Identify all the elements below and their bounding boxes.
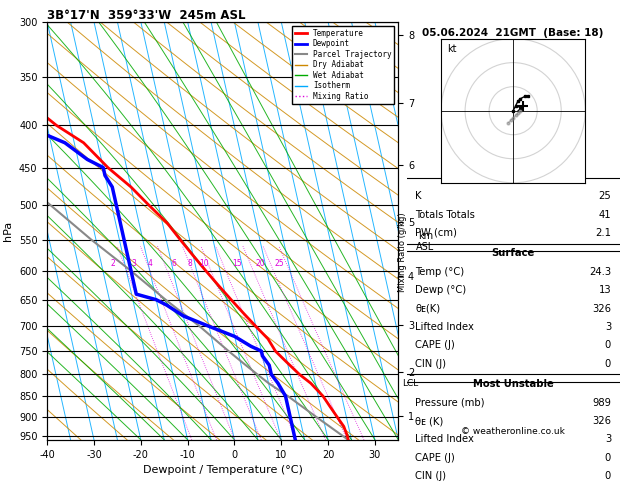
Text: CAPE (J): CAPE (J) xyxy=(415,453,455,463)
Text: 326: 326 xyxy=(592,416,611,426)
Text: Lifted Index: Lifted Index xyxy=(415,434,474,444)
Text: 15: 15 xyxy=(232,259,242,268)
Text: 3B°17'N  359°33'W  245m ASL: 3B°17'N 359°33'W 245m ASL xyxy=(47,9,246,22)
Text: 25: 25 xyxy=(274,259,284,268)
Text: 2.1: 2.1 xyxy=(595,228,611,238)
Text: 3: 3 xyxy=(131,259,136,268)
Text: Temp (°C): Temp (°C) xyxy=(415,267,464,277)
Text: 4: 4 xyxy=(148,259,153,268)
Text: 326: 326 xyxy=(592,304,611,313)
Text: Lifted Index: Lifted Index xyxy=(415,322,474,332)
Text: 8: 8 xyxy=(188,259,192,268)
Text: Totals Totals: Totals Totals xyxy=(415,209,475,220)
X-axis label: Dewpoint / Temperature (°C): Dewpoint / Temperature (°C) xyxy=(143,465,303,475)
Text: 0: 0 xyxy=(605,453,611,463)
Text: LCL: LCL xyxy=(402,379,418,388)
Text: 3: 3 xyxy=(605,434,611,444)
Y-axis label: km
ASL: km ASL xyxy=(416,231,435,252)
Text: 0: 0 xyxy=(605,340,611,350)
Text: θᴇ(K): θᴇ(K) xyxy=(415,304,440,313)
Text: K: K xyxy=(415,191,422,201)
Text: 0: 0 xyxy=(605,359,611,369)
Text: 10: 10 xyxy=(199,259,209,268)
Text: Pressure (mb): Pressure (mb) xyxy=(415,398,485,408)
Text: 13: 13 xyxy=(598,285,611,295)
Text: 6: 6 xyxy=(172,259,176,268)
Text: CIN (J): CIN (J) xyxy=(415,471,446,481)
Text: Dewp (°C): Dewp (°C) xyxy=(415,285,466,295)
Text: CAPE (J): CAPE (J) xyxy=(415,340,455,350)
Text: 05.06.2024  21GMT  (Base: 18): 05.06.2024 21GMT (Base: 18) xyxy=(423,28,604,38)
Text: 25: 25 xyxy=(598,191,611,201)
Text: Most Unstable: Most Unstable xyxy=(473,379,554,389)
Text: 41: 41 xyxy=(598,209,611,220)
Text: Mixing Ratio (g/kg): Mixing Ratio (g/kg) xyxy=(398,212,408,292)
Text: θᴇ (K): θᴇ (K) xyxy=(415,416,443,426)
Text: 989: 989 xyxy=(592,398,611,408)
Legend: Temperature, Dewpoint, Parcel Trajectory, Dry Adiabat, Wet Adiabat, Isotherm, Mi: Temperature, Dewpoint, Parcel Trajectory… xyxy=(292,26,394,104)
Text: © weatheronline.co.uk: © weatheronline.co.uk xyxy=(461,427,565,435)
Text: 3: 3 xyxy=(605,322,611,332)
Text: 2: 2 xyxy=(111,259,116,268)
Text: 24.3: 24.3 xyxy=(589,267,611,277)
Y-axis label: hPa: hPa xyxy=(3,221,13,241)
Text: PW (cm): PW (cm) xyxy=(415,228,457,238)
Text: 20: 20 xyxy=(256,259,265,268)
Text: CIN (J): CIN (J) xyxy=(415,359,446,369)
Text: 0: 0 xyxy=(605,471,611,481)
Text: Surface: Surface xyxy=(491,248,535,259)
